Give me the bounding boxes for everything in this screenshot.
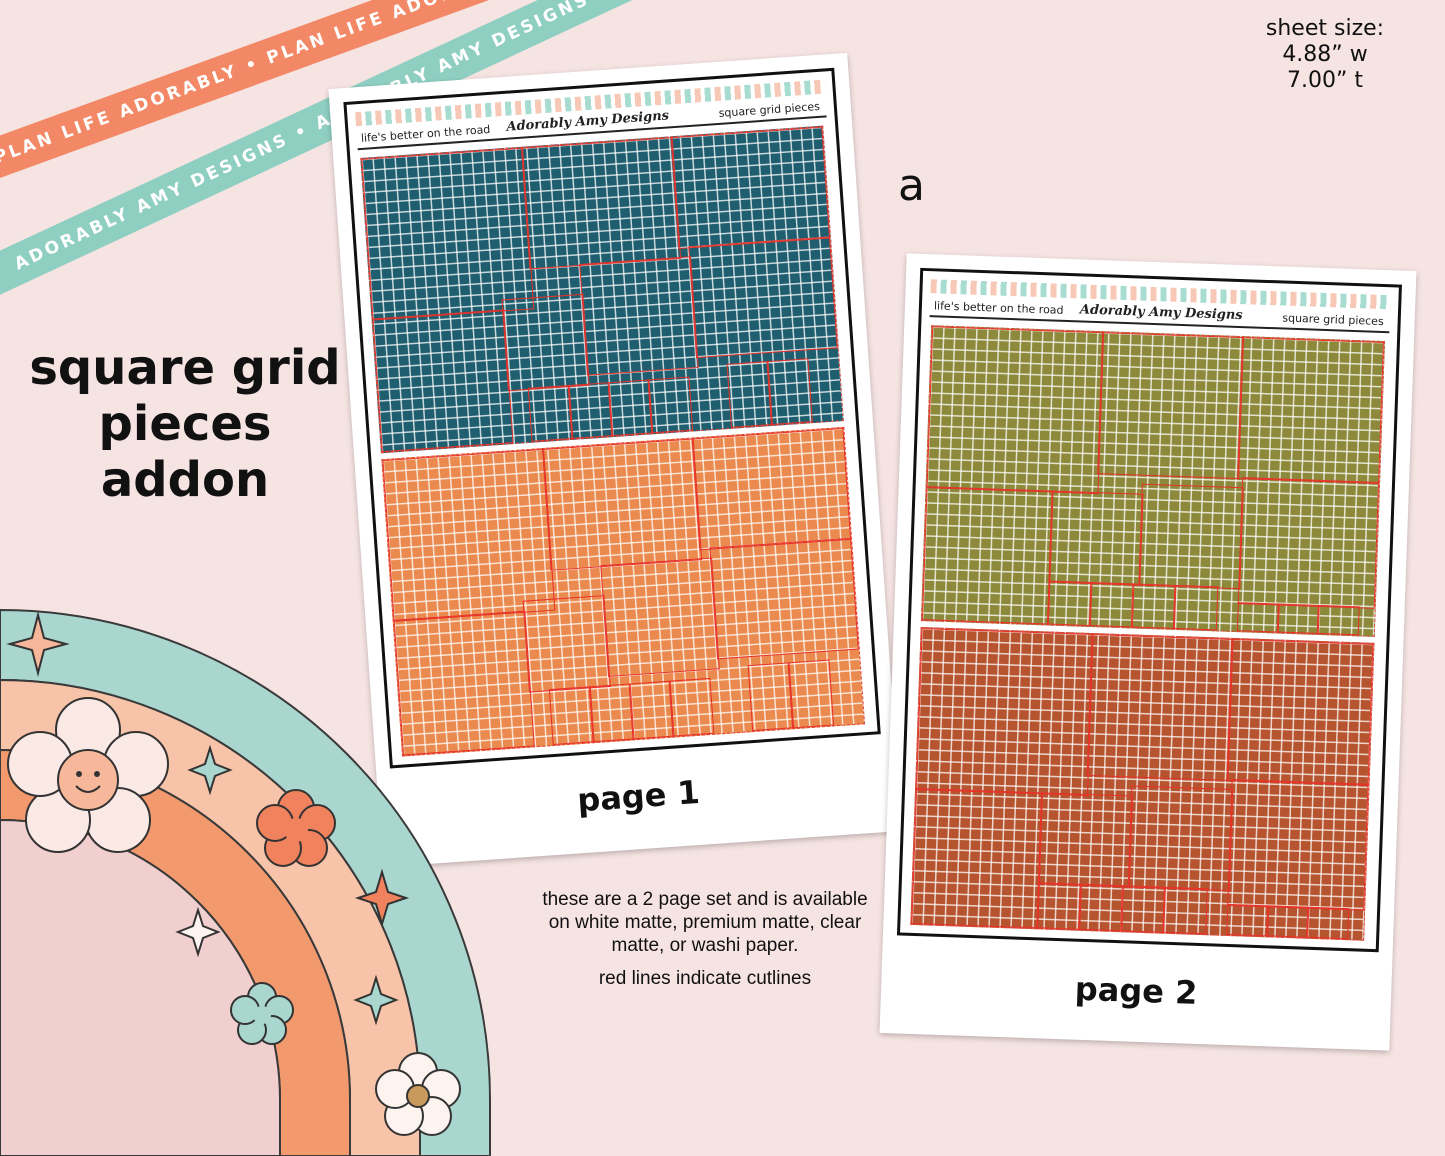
cutline — [1276, 603, 1320, 634]
cutline — [1048, 490, 1144, 586]
cutline — [1088, 581, 1135, 628]
cutline — [548, 686, 595, 746]
sparkle-icon — [354, 868, 410, 928]
sheet-size-label: sheet size: — [1265, 16, 1385, 41]
cutline — [1037, 792, 1133, 888]
cutline — [1226, 638, 1374, 786]
cutline — [579, 256, 699, 376]
header-right-text: square grid pieces — [1282, 311, 1384, 329]
cutline — [567, 382, 614, 439]
cutline — [1127, 785, 1234, 891]
cutline — [520, 137, 682, 270]
cutline — [1086, 634, 1234, 781]
page-label: page 2 — [1074, 969, 1199, 1012]
info-cutlines: red lines indicate cutlines — [598, 968, 812, 989]
cutline — [766, 358, 813, 426]
cutline — [1266, 905, 1310, 938]
cutline — [1226, 903, 1270, 937]
cutline — [1046, 580, 1093, 626]
cutline — [1078, 883, 1124, 932]
cutline — [1120, 885, 1166, 933]
brand-logo: Adorably Amy Designs — [1079, 302, 1243, 324]
sheet-size: sheet size: 4.88” w 7.00” t — [1255, 16, 1395, 94]
cutline — [628, 680, 675, 740]
cutline — [668, 677, 715, 737]
sparkle-icon — [6, 611, 70, 677]
sparkle-icon — [353, 974, 399, 1026]
cutline — [501, 293, 590, 392]
cutline — [670, 126, 831, 250]
sparkle-icon — [187, 744, 233, 796]
title-line-1: square grid — [29, 340, 341, 396]
cutline — [1306, 906, 1350, 940]
info-text: these are a 2 page set and is available … — [540, 888, 870, 1000]
cutline — [747, 662, 795, 732]
cutline — [709, 537, 859, 660]
cutline — [527, 384, 574, 442]
header-right-text: square grid pieces — [718, 99, 821, 120]
sheet-size-height: 7.00” t — [1286, 68, 1363, 93]
cutline — [691, 427, 852, 551]
cutline — [600, 557, 720, 678]
cutline — [688, 236, 838, 359]
cutline — [926, 326, 1105, 495]
cutline — [1097, 332, 1245, 480]
top-grid-block — [920, 325, 1385, 637]
cutline — [1237, 477, 1380, 609]
mint-flower-icon — [230, 982, 294, 1045]
cutline — [911, 787, 1044, 929]
sparkle-icon — [175, 906, 221, 958]
title-line-2: pieces — [98, 396, 272, 452]
cutline — [607, 379, 654, 437]
sheet-size-width: 4.88” w — [1282, 42, 1368, 67]
info-paper-options: these are a 2 page set and is available … — [542, 889, 868, 956]
cutline — [542, 438, 703, 571]
cutline — [647, 376, 694, 434]
cutline — [588, 683, 635, 743]
cutline — [1130, 583, 1177, 629]
top-grid-block — [360, 125, 844, 454]
orange-flower-icon — [256, 789, 336, 867]
cutline — [921, 486, 1054, 625]
cutline — [1316, 604, 1360, 636]
cutline — [787, 659, 835, 729]
header-left-text: life's better on the road — [933, 299, 1064, 317]
variant-letter: a — [898, 160, 925, 211]
cutline — [372, 309, 514, 453]
cutline — [1237, 337, 1384, 484]
cutline — [1162, 886, 1208, 935]
bottom-grid-block — [910, 627, 1375, 941]
cutline — [1036, 882, 1082, 930]
rainbow-illustration — [0, 608, 491, 1156]
page-2-card: life's better on the road Adorably Amy D… — [879, 253, 1417, 1051]
cutline — [361, 147, 535, 321]
cutline — [1172, 584, 1219, 631]
title-line-3: addon — [100, 452, 270, 508]
cutline — [916, 628, 1094, 796]
cutline — [726, 361, 773, 428]
header-left-text: life's better on the road — [360, 122, 491, 145]
sheet-header: life's better on the road Adorably Amy D… — [929, 279, 1391, 334]
white-flower-icon — [375, 1052, 461, 1136]
cutline — [1138, 483, 1244, 590]
cutline — [1227, 778, 1369, 911]
smiley-flower-icon — [7, 697, 169, 853]
cutline — [522, 595, 611, 693]
cutline — [1236, 602, 1280, 633]
product-title: square grid pieces addon — [20, 340, 350, 508]
